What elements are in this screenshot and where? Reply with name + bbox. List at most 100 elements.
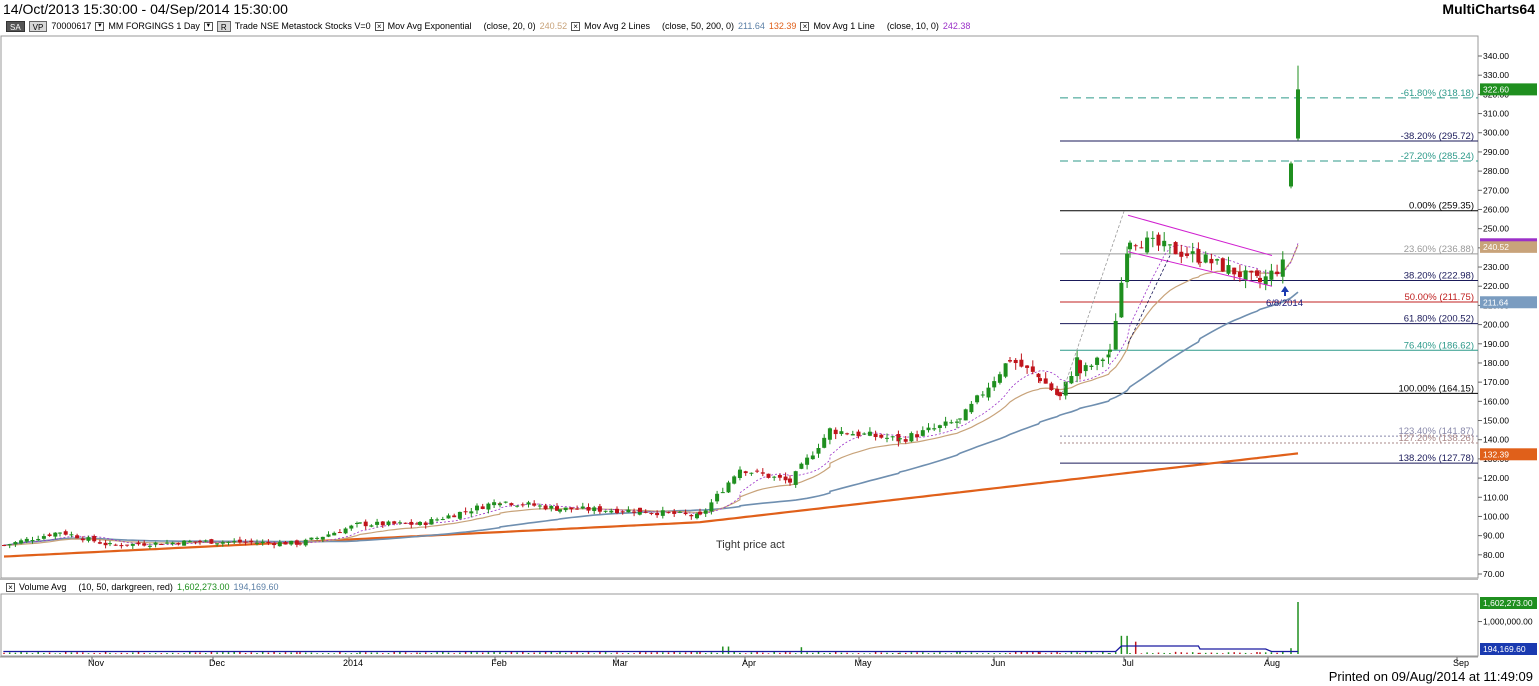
ind2-remove-icon[interactable]: ×	[571, 21, 581, 31]
candle-body	[440, 519, 445, 521]
fib-trend-line	[1061, 211, 1125, 394]
candle-body	[397, 522, 402, 524]
x-tick-label: Jul	[1122, 658, 1134, 668]
x-tick-label: Jun	[991, 658, 1006, 668]
candle-body	[1095, 357, 1100, 365]
candle-body	[992, 381, 997, 388]
candle-body	[403, 522, 408, 524]
candle-body	[349, 525, 354, 529]
candle-body	[463, 511, 468, 513]
candle-body	[418, 521, 422, 525]
candle-body	[926, 427, 931, 431]
price-tag-bg	[1480, 83, 1537, 96]
candle-body	[638, 507, 642, 512]
candles	[2, 65, 1300, 550]
candle-body	[592, 507, 597, 511]
volume-remove-icon[interactable]: ×	[6, 582, 15, 592]
fib-label: 76.40% (186.62)	[1404, 340, 1474, 351]
resolution-dropdown-icon[interactable]: ▼	[203, 21, 213, 31]
candle-body	[997, 374, 1002, 383]
fib-label: 61.80% (200.52)	[1404, 314, 1474, 325]
fib-label: 123.40% (141.87)	[1398, 426, 1474, 437]
candle-body	[788, 478, 792, 483]
candle-body	[986, 387, 991, 398]
candle-body	[520, 504, 525, 506]
candle-body	[766, 473, 771, 478]
candle-body	[689, 515, 694, 517]
ma10-tag	[1480, 238, 1537, 242]
candle-body	[955, 421, 959, 423]
ind3-remove-icon[interactable]: ×	[800, 21, 810, 31]
annotation-note: Tight price act	[716, 539, 785, 551]
candle-body	[1025, 365, 1030, 368]
ind3-value: 242.38	[942, 21, 971, 31]
candle-body	[666, 512, 671, 514]
candle-body	[850, 434, 855, 436]
candle-body	[720, 492, 725, 494]
y-tick-label: 90.00	[1483, 531, 1505, 541]
candle-body	[187, 541, 192, 543]
candle-body	[86, 537, 91, 541]
candle-body	[1013, 359, 1018, 364]
candle-body	[777, 475, 782, 478]
candle-body	[446, 515, 451, 519]
candle-body	[737, 471, 742, 479]
candle-body	[903, 439, 908, 442]
candle-body	[1203, 254, 1208, 263]
candle-body	[695, 513, 699, 519]
price-axis: 340.00330.00320.00310.00300.00290.00280.…	[1478, 51, 1509, 579]
candle-body	[909, 433, 914, 442]
volume-tag-label: 1,602,273.00	[1483, 598, 1533, 608]
candle-body	[435, 519, 440, 521]
candle-body	[703, 510, 708, 514]
candle-body	[182, 540, 187, 546]
ma200-line	[3, 452, 1299, 558]
candle-body	[1055, 389, 1060, 395]
candle-body	[732, 476, 737, 484]
price-tag-bg	[1480, 296, 1537, 309]
channel-upper	[1127, 214, 1273, 257]
candle-body	[415, 523, 419, 525]
candle-body	[1069, 375, 1074, 384]
y-tick-label: 150.00	[1483, 416, 1509, 426]
candle-body	[1280, 259, 1285, 277]
candle-body	[215, 543, 220, 545]
candle-body	[309, 537, 314, 540]
candle-body	[1019, 359, 1024, 367]
candle-body	[726, 482, 731, 493]
candle-body	[833, 429, 838, 435]
candle-body	[266, 542, 271, 544]
price-tag-bg	[1480, 240, 1537, 253]
price-tag-label: 132.39	[1483, 449, 1509, 459]
y-tick-label: 70.00	[1483, 569, 1505, 579]
candle-body	[469, 511, 474, 514]
price-legend: SA VP 70000617 ▼ MM FORGINGS 1 Day ▼ R T…	[6, 19, 970, 33]
y-tick-label: 190.00	[1483, 339, 1509, 349]
candle-body	[1083, 365, 1088, 372]
y-tick-label: 230.00	[1483, 262, 1509, 272]
volume-panel: 1,000,000.00	[3, 602, 1533, 654]
printed-timestamp: Printed on 09/Aug/2014 at 11:49:09	[1328, 669, 1533, 684]
candle-body	[1263, 276, 1268, 285]
y-tick-label: 290.00	[1483, 147, 1509, 157]
fib-label: 0.00% (259.35)	[1409, 201, 1474, 212]
candle-body	[2, 545, 6, 547]
symbol-dropdown-icon[interactable]: ▼	[95, 21, 105, 31]
candle-body	[1243, 270, 1248, 281]
candle-body	[1113, 320, 1118, 350]
candle-body	[772, 476, 777, 478]
candle-body	[862, 433, 867, 435]
candle-body	[515, 505, 520, 507]
candle-body	[255, 542, 259, 544]
candle-body	[1038, 378, 1042, 382]
ind1-remove-icon[interactable]: ×	[374, 21, 384, 31]
candle-body	[249, 540, 254, 543]
vp-badge[interactable]: VP	[28, 20, 48, 32]
r-badge[interactable]: R	[216, 20, 231, 32]
fib-label: 23.60% (236.88)	[1404, 244, 1474, 255]
x-tick-label: May	[854, 658, 872, 668]
candle-body	[332, 532, 337, 536]
price-panel-border	[0, 35, 1479, 579]
sa-badge[interactable]: SA	[6, 20, 25, 32]
